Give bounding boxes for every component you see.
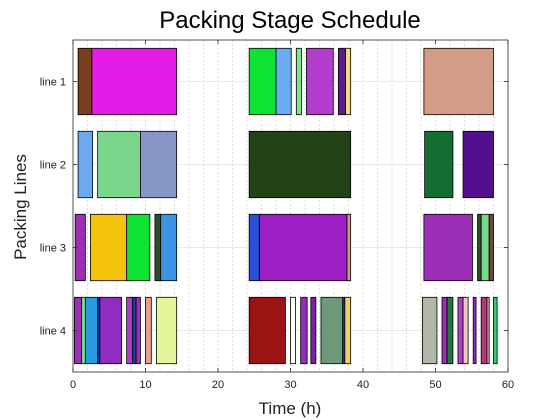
task-bar — [126, 213, 151, 282]
task-bar — [493, 296, 498, 365]
task-bar — [97, 130, 141, 199]
task-bar — [480, 213, 490, 282]
task-bar — [77, 130, 93, 199]
chart-title: Packing Stage Schedule — [159, 7, 421, 34]
task-bar — [477, 213, 482, 282]
task-bar — [446, 296, 454, 365]
x-tick-label: 50 — [429, 379, 441, 391]
task-bars — [74, 47, 498, 365]
y-tick-label: line 4 — [40, 326, 66, 338]
task-bar — [486, 296, 490, 365]
task-bar — [423, 47, 494, 116]
task-bar — [258, 213, 348, 282]
task-row — [74, 296, 498, 365]
task-bar — [84, 296, 99, 365]
task-bar — [462, 296, 469, 365]
y-tick-label: line 3 — [40, 243, 66, 255]
task-bar — [295, 47, 302, 116]
task-row — [77, 130, 494, 199]
x-tick-label: 30 — [284, 379, 296, 391]
task-bar — [480, 296, 488, 365]
task-bar — [344, 296, 352, 365]
task-bar — [320, 296, 344, 365]
task-bar — [248, 130, 352, 199]
y-axis-ticks: line 1 line 2 line 3 line 4 — [40, 77, 508, 338]
x-tick-label: 0 — [70, 379, 76, 391]
task-bar — [441, 296, 448, 365]
task-row — [74, 213, 494, 282]
task-bar — [91, 47, 178, 116]
y-tick-label: line 1 — [40, 77, 66, 89]
x-tick-label: 40 — [357, 379, 369, 391]
task-bar — [145, 296, 152, 365]
task-bar — [422, 296, 438, 365]
x-axis-label: Time (h) — [259, 399, 322, 418]
task-bar — [126, 296, 133, 365]
task-bar — [99, 296, 122, 365]
task-bar — [140, 130, 178, 199]
y-tick-label: line 2 — [40, 160, 66, 172]
task-bar — [310, 296, 317, 365]
x-tick-label: 60 — [502, 379, 514, 391]
x-axis-ticks: 0 10 20 30 40 50 60 — [70, 40, 514, 391]
task-bar — [423, 213, 473, 282]
task-bar — [300, 296, 308, 365]
task-bar — [135, 296, 141, 365]
task-bar — [160, 213, 178, 282]
task-bar — [154, 213, 162, 282]
x-tick-label: 20 — [212, 379, 224, 391]
task-bar — [81, 296, 86, 365]
task-bar — [424, 130, 454, 199]
task-bar — [77, 47, 93, 116]
task-bar — [248, 213, 260, 282]
task-bar — [472, 296, 477, 365]
task-bar — [306, 47, 334, 116]
task-bar — [346, 213, 352, 282]
task-bar — [462, 130, 494, 199]
task-bar — [457, 296, 464, 365]
task-bar — [488, 213, 494, 282]
task-bar — [248, 47, 277, 116]
task-bar — [290, 296, 296, 365]
task-bar — [132, 296, 137, 365]
task-bar — [90, 213, 128, 282]
task-row — [77, 47, 494, 116]
y-axis-label: Packing Lines — [11, 154, 30, 260]
task-bar — [345, 47, 352, 116]
task-bar — [248, 296, 286, 365]
task-bar — [337, 47, 347, 116]
task-bar — [155, 296, 178, 365]
task-bar — [275, 47, 292, 116]
x-tick-label: 10 — [139, 379, 151, 391]
